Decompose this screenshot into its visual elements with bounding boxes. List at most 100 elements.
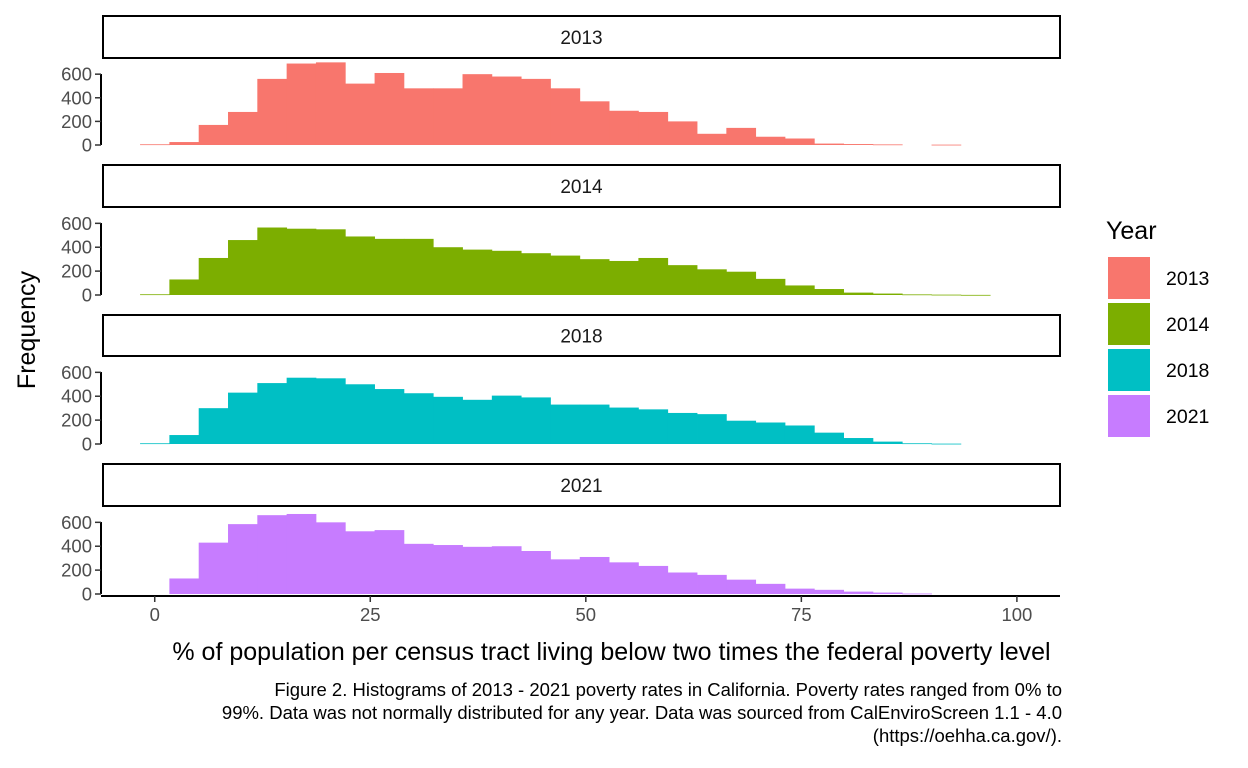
- histogram-bar: [872, 293, 903, 295]
- histogram-bar: [638, 565, 669, 594]
- histogram-bar: [198, 257, 229, 295]
- histogram-bar: [755, 136, 786, 145]
- histogram-bar: [609, 260, 639, 295]
- histogram-bar: [198, 124, 229, 145]
- histogram-bar: [228, 524, 258, 594]
- histogram-bar: [755, 422, 786, 444]
- histogram-bar: [814, 289, 844, 295]
- histogram-bar: [433, 545, 463, 594]
- histogram-bar: [257, 383, 288, 444]
- histogram-bar: [257, 78, 288, 145]
- histogram-bar: [843, 438, 874, 444]
- histogram-bar: [315, 522, 346, 594]
- histogram-bar: [550, 88, 581, 145]
- facet-strip-2018: [102, 314, 1061, 357]
- histogram-bar: [667, 265, 698, 295]
- histogram-bar: [228, 392, 258, 444]
- y-tick-label: 600: [61, 362, 92, 383]
- histogram-bar: [902, 443, 932, 445]
- histogram-bar: [638, 409, 669, 444]
- histogram-bar: [697, 269, 727, 295]
- histogram-bar: [491, 395, 522, 444]
- histogram-bar: [638, 111, 669, 145]
- facet-strip-2021: [102, 463, 1061, 507]
- histogram-bar: [521, 78, 551, 145]
- histogram-bar: [784, 588, 815, 594]
- histogram-bar: [638, 257, 669, 295]
- histogram-bar: [609, 110, 639, 145]
- histogram-bar: [931, 144, 962, 146]
- histogram-bar: [491, 250, 522, 295]
- histogram-bar: [140, 443, 170, 445]
- legend-label-2018: 2018: [1166, 360, 1209, 382]
- histogram-bar: [579, 101, 610, 145]
- histogram-bar: [931, 443, 962, 445]
- y-tick-label: 400: [61, 237, 92, 258]
- histogram-bar: [140, 294, 170, 296]
- y-tick-label: 600: [61, 512, 92, 533]
- histogram-bar: [462, 249, 493, 295]
- histogram-bar: [814, 432, 844, 444]
- histogram-bar: [902, 593, 932, 595]
- y-tick-label: 600: [61, 213, 92, 234]
- histogram-bar: [228, 111, 258, 145]
- histogram-bar: [609, 562, 639, 594]
- histogram-bar: [755, 278, 786, 295]
- facet-strip-2013: [102, 15, 1061, 59]
- histogram-bar: [697, 414, 727, 444]
- histogram-bar: [579, 259, 610, 295]
- x-tick-label: 75: [791, 604, 812, 625]
- histogram-bar: [872, 592, 903, 594]
- legend-swatch-2013: [1108, 257, 1150, 299]
- y-tick-label: 600: [61, 64, 92, 85]
- histogram-bar: [403, 88, 434, 145]
- histogram-bar: [667, 412, 698, 444]
- y-tick-label: 0: [82, 584, 92, 605]
- y-tick-label: 400: [61, 386, 92, 407]
- histogram-bar: [345, 531, 375, 594]
- histogram-bar: [257, 227, 288, 295]
- histogram-bar: [697, 133, 727, 145]
- histogram-bar: [315, 378, 346, 444]
- legend-label-2013: 2013: [1166, 268, 1209, 290]
- x-tick-label: 25: [360, 604, 381, 625]
- x-tick-label: 50: [576, 604, 597, 625]
- histogram-bar: [843, 591, 874, 594]
- y-tick-label: 200: [61, 111, 92, 132]
- y-tick-label: 200: [61, 261, 92, 282]
- histogram-bar: [169, 435, 200, 444]
- histogram-bar: [579, 404, 610, 444]
- legend-label-2021: 2021: [1166, 406, 1209, 428]
- histogram-bar: [550, 559, 581, 594]
- y-tick-label: 0: [82, 434, 92, 455]
- histogram-bar: [433, 88, 463, 145]
- histogram-bar: [169, 578, 200, 594]
- y-tick-label: 200: [61, 410, 92, 431]
- histogram-bar: [697, 574, 727, 594]
- histogram-bar: [843, 144, 874, 145]
- histogram-bar: [286, 513, 317, 594]
- histogram-bar: [726, 420, 757, 444]
- histogram-bar: [931, 294, 962, 296]
- x-axis-title: % of population per census tract living …: [172, 638, 1050, 666]
- histogram-bar: [550, 255, 581, 295]
- histogram-bar: [843, 292, 874, 295]
- histogram-bar: [784, 138, 815, 145]
- histogram-bar: [784, 285, 815, 295]
- histogram-bar: [609, 407, 639, 444]
- histogram-bar: [726, 579, 757, 594]
- histogram-bar: [902, 294, 932, 296]
- histogram-bar: [374, 530, 405, 594]
- histogram-bar: [433, 247, 463, 295]
- histogram-bar: [462, 74, 493, 145]
- histogram-bar: [228, 240, 258, 295]
- legend-swatch-2014: [1108, 303, 1150, 345]
- y-tick-label: 0: [82, 135, 92, 156]
- facet-label-2014: 2014: [560, 177, 603, 198]
- histogram-bar: [960, 294, 991, 296]
- histogram-bar: [462, 546, 493, 594]
- histogram-bar: [550, 404, 581, 444]
- histogram-bar: [198, 542, 229, 594]
- histogram-bar: [315, 62, 346, 145]
